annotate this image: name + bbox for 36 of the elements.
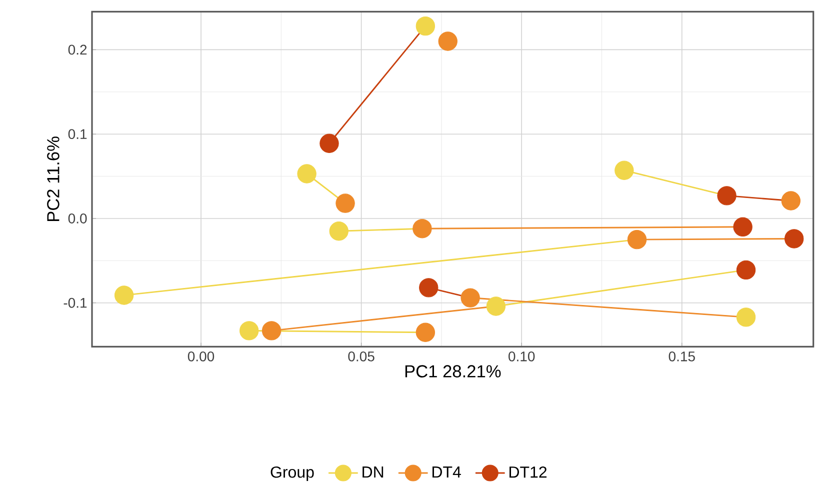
legend-title: Group	[270, 466, 314, 481]
point	[320, 134, 339, 153]
legend-label: DN	[362, 466, 384, 478]
point	[412, 218, 432, 238]
x-axis-title: PC1 28.21%	[405, 365, 501, 378]
x-tick-label: 0.05	[348, 351, 374, 362]
point	[419, 278, 438, 298]
point	[297, 164, 316, 184]
point	[736, 308, 756, 327]
point	[416, 322, 436, 342]
y-tick-label: 0.0	[68, 214, 87, 224]
y-axis-title: PC2 11.6%	[47, 136, 60, 222]
point	[336, 194, 355, 213]
point	[460, 288, 480, 308]
point	[438, 32, 458, 51]
point	[329, 222, 348, 241]
point	[416, 16, 436, 36]
point	[736, 260, 756, 280]
legend-label: DT12	[510, 466, 547, 478]
point	[717, 186, 736, 206]
point	[114, 286, 134, 305]
point	[486, 296, 506, 316]
y-tick-label: 0.2	[68, 44, 87, 55]
point	[733, 217, 752, 237]
x-tick-label: 0.10	[508, 351, 535, 362]
y-tick-label: 0.1	[68, 129, 87, 140]
legend-label: DT4	[432, 466, 461, 478]
y-tick-label: -0.1	[64, 298, 87, 308]
x-tick-label: 0.15	[668, 351, 695, 362]
point	[614, 160, 634, 180]
point	[784, 229, 804, 248]
x-tick-label: 0.00	[188, 351, 214, 362]
point	[781, 191, 800, 210]
point	[239, 321, 259, 340]
point	[627, 230, 647, 250]
point	[262, 321, 282, 340]
